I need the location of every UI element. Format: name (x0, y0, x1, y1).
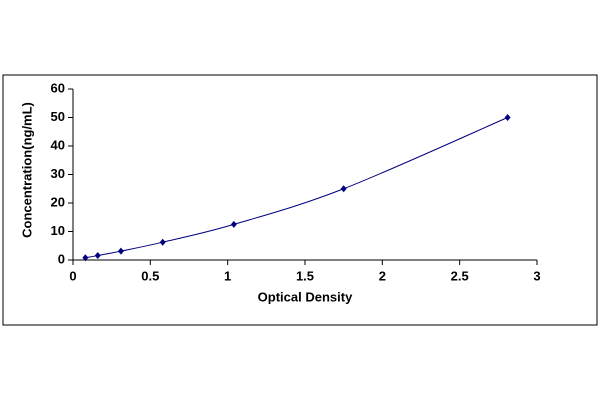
y-tick-label: 10 (51, 223, 65, 238)
point (117, 247, 124, 255)
point (230, 220, 237, 228)
x-tick-label: 2 (379, 268, 386, 283)
x-tick-label: 3 (533, 268, 540, 283)
y-tick-label: 60 (51, 80, 65, 95)
point (159, 238, 166, 246)
x-tick-label: 1 (224, 268, 231, 283)
point (94, 252, 101, 260)
chart-border (2, 74, 598, 326)
y-tick-label: 20 (51, 194, 65, 209)
point (82, 254, 89, 262)
point (504, 114, 511, 121)
x-tick-label: 0.5 (141, 268, 159, 283)
x-tick-label: 2.5 (451, 268, 469, 283)
y-axis-title: Concentration(ng/mL) (19, 102, 34, 238)
y-tick-label: 40 (51, 137, 65, 152)
x-axis-title: Optical Density (258, 289, 353, 304)
x-tick-label: 0 (69, 268, 76, 283)
y-tick-label: 50 (51, 109, 65, 124)
point (340, 185, 347, 193)
x-tick-label: 1.5 (296, 268, 314, 283)
y-tick-label: 30 (51, 166, 65, 181)
y-tick-label: 0 (58, 251, 65, 266)
